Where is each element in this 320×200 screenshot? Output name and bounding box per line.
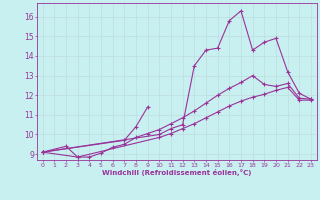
X-axis label: Windchill (Refroidissement éolien,°C): Windchill (Refroidissement éolien,°C) <box>102 169 252 176</box>
